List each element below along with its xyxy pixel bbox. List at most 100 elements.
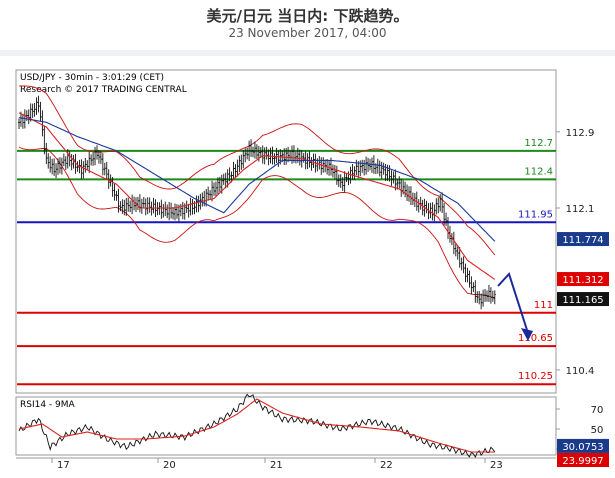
candle xyxy=(253,141,256,159)
candle xyxy=(166,204,169,219)
candle xyxy=(160,199,163,219)
price-box-bg xyxy=(557,292,609,307)
rsi-tick-label: 50 xyxy=(591,425,604,436)
candle xyxy=(437,197,440,214)
candle xyxy=(370,157,373,173)
chart-header: 美元/日元 当日内: 下跌趋势。 23 November 2017, 04:00 xyxy=(0,0,615,46)
candle xyxy=(240,154,243,170)
candle xyxy=(222,173,225,185)
candle xyxy=(367,157,370,173)
candle xyxy=(439,194,442,212)
candle xyxy=(269,147,272,164)
candle xyxy=(462,256,465,274)
candle xyxy=(111,176,114,197)
candle xyxy=(421,199,424,216)
rsi-box-label: 23.9997 xyxy=(562,456,603,467)
candle xyxy=(185,200,188,213)
price-box-bg xyxy=(557,232,609,247)
candle xyxy=(261,145,264,164)
candle xyxy=(45,142,48,165)
candle xyxy=(115,190,118,201)
candle xyxy=(267,149,270,166)
candle xyxy=(214,181,217,198)
candle xyxy=(31,103,34,118)
candle xyxy=(96,145,98,160)
candle xyxy=(211,180,214,202)
bollinger-upper xyxy=(18,85,496,256)
candle xyxy=(456,245,459,260)
candle xyxy=(94,146,97,166)
candle xyxy=(443,202,446,226)
chart-subtitle: 23 November 2017, 04:00 xyxy=(228,26,387,40)
candle xyxy=(271,146,274,165)
candle xyxy=(484,288,487,302)
candle xyxy=(172,207,175,220)
candle xyxy=(341,176,344,191)
chart-title: 美元/日元 当日内: 下跌趋势。 xyxy=(206,7,409,25)
candle xyxy=(107,169,110,189)
candle xyxy=(398,176,401,189)
rsi-ma-line xyxy=(18,398,495,453)
level-label: 112.4 xyxy=(524,166,553,177)
candle xyxy=(140,198,143,214)
candle xyxy=(18,118,20,129)
candle xyxy=(148,197,151,213)
candle xyxy=(404,181,407,198)
candle xyxy=(331,164,334,178)
candle xyxy=(351,164,354,180)
candle xyxy=(218,176,221,192)
candle xyxy=(105,161,108,179)
x-tick-label: 23 xyxy=(490,460,503,471)
candle xyxy=(88,151,91,174)
candle xyxy=(285,148,288,165)
candle xyxy=(489,287,492,304)
candle xyxy=(156,202,159,216)
level-label: 112.7 xyxy=(524,138,553,149)
candle xyxy=(283,148,286,166)
candle xyxy=(129,200,132,213)
rsi-box-bg xyxy=(557,453,609,468)
candle xyxy=(246,147,249,160)
candle xyxy=(175,204,178,219)
candle xyxy=(308,151,311,168)
candle xyxy=(259,147,262,158)
moving-average-blue xyxy=(18,116,496,242)
candle xyxy=(287,146,290,163)
candle xyxy=(181,201,184,220)
bollinger-lower xyxy=(18,146,496,300)
candle xyxy=(493,290,496,305)
candle xyxy=(345,173,348,182)
candle xyxy=(37,95,40,113)
candle xyxy=(238,155,241,173)
candle xyxy=(101,153,104,176)
candle xyxy=(216,177,219,194)
candle xyxy=(103,162,106,176)
candle xyxy=(306,153,309,169)
candle xyxy=(474,280,477,303)
candle xyxy=(275,147,278,163)
rsi-box-bg xyxy=(557,438,609,453)
candle xyxy=(472,282,475,293)
candle xyxy=(201,192,204,207)
candle xyxy=(152,197,155,214)
moving-average-red xyxy=(18,112,496,280)
candle xyxy=(380,161,383,179)
candle xyxy=(187,203,190,218)
candle xyxy=(458,246,461,268)
rsi-label: RSI14 - 9MA xyxy=(20,400,76,410)
candle xyxy=(363,159,366,176)
candle xyxy=(353,166,356,181)
candle xyxy=(454,242,457,257)
candle xyxy=(244,148,247,163)
candle xyxy=(90,154,93,166)
header-separator xyxy=(0,50,615,56)
candle xyxy=(146,197,149,215)
candle xyxy=(265,146,268,160)
main-panel xyxy=(15,69,557,394)
price-box-label: 111.312 xyxy=(562,275,603,286)
candle xyxy=(213,182,215,196)
candle xyxy=(53,158,56,176)
candle xyxy=(179,203,182,217)
candle xyxy=(232,161,235,180)
candle xyxy=(337,174,340,188)
